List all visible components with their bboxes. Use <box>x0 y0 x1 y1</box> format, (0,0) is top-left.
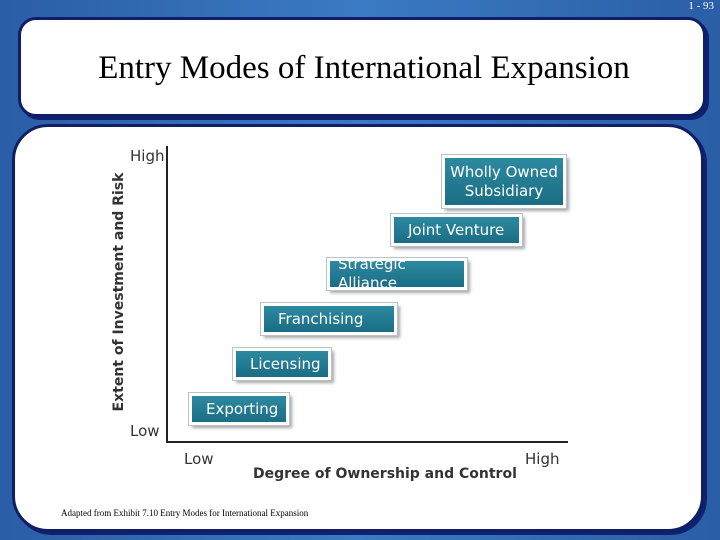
x-axis-high-label: High <box>525 450 560 468</box>
mode-exporting: Exporting <box>188 392 290 426</box>
y-axis-low-label: Low <box>130 422 160 440</box>
mode-strategic-alliance: Strategic Alliance <box>326 255 468 292</box>
mode-licensing: Licensing <box>232 347 332 381</box>
x-axis-title: Degree of Ownership and Control <box>253 466 517 482</box>
y-axis-high-label: High <box>130 147 165 165</box>
y-axis-title: Extent of Investment and Risk <box>111 172 127 412</box>
title-box: Entry Modes of International Expansion <box>18 17 706 117</box>
x-axis-low-label: Low <box>184 450 214 468</box>
x-axis-line <box>166 441 568 443</box>
slide-title: Entry Modes of International Expansion <box>98 50 630 86</box>
y-axis-line <box>166 146 168 442</box>
slide-number: 1 - 93 <box>688 0 714 12</box>
mode-joint-venture: Joint Venture <box>390 213 523 247</box>
source-footnote: Adapted from Exhibit 7.10 Entry Modes fo… <box>61 508 309 518</box>
mode-franchising: Franchising <box>260 302 398 336</box>
mode-wholly-owned-subsidiary: Wholly Owned Subsidiary <box>441 154 567 209</box>
